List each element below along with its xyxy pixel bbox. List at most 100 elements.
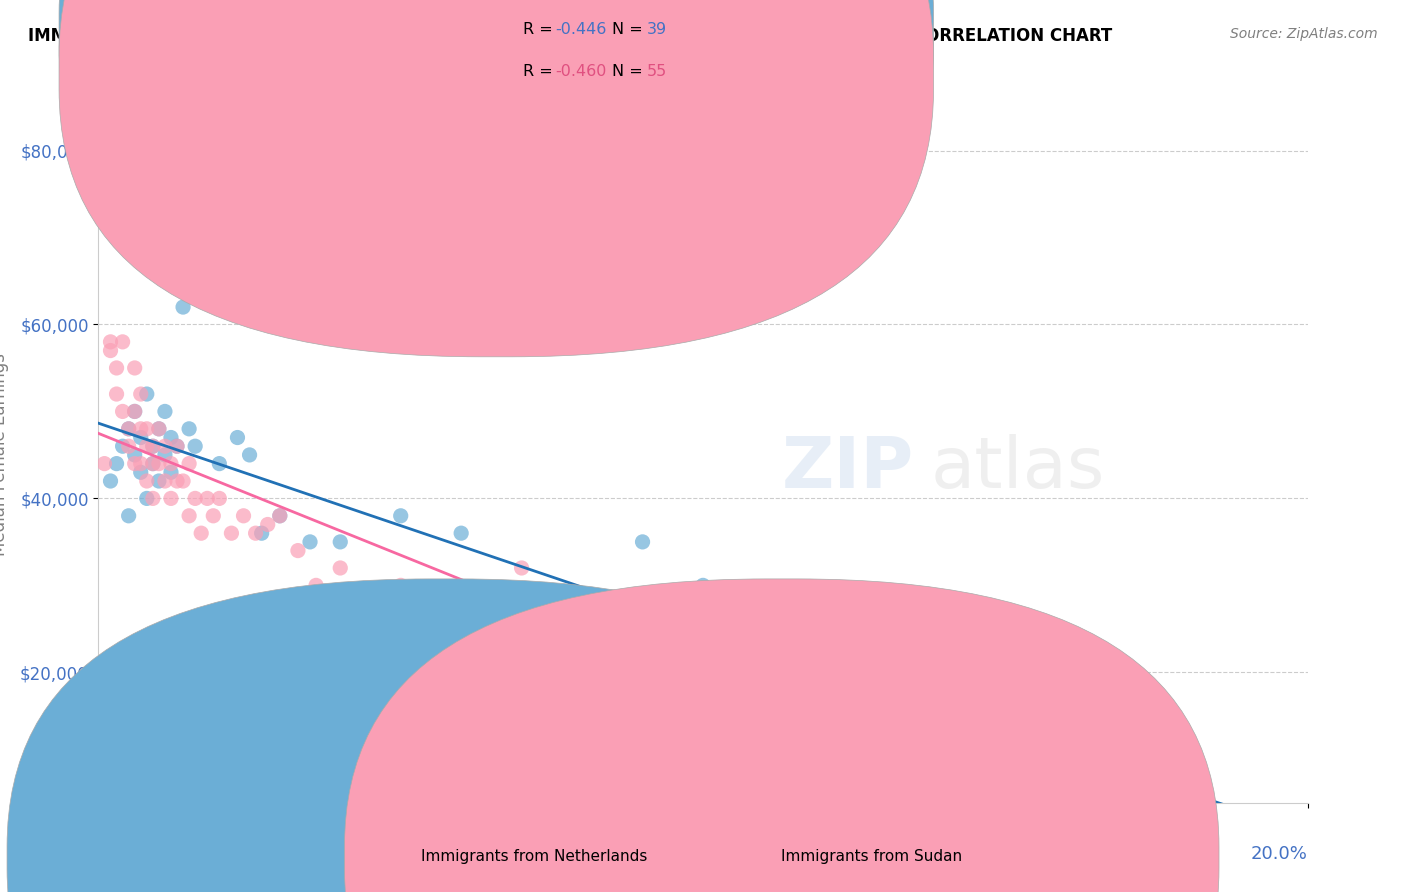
Point bbox=[172, 474, 194, 488]
Text: 0.0%: 0.0% bbox=[98, 845, 143, 863]
Point bbox=[118, 422, 141, 436]
Text: -0.460: -0.460 bbox=[555, 64, 607, 78]
Text: Immigrants from Sudan: Immigrants from Sudan bbox=[782, 849, 962, 863]
Point bbox=[269, 508, 291, 523]
Point bbox=[160, 457, 183, 471]
Point bbox=[135, 474, 157, 488]
Point bbox=[142, 457, 165, 471]
Point bbox=[256, 517, 278, 532]
Point bbox=[148, 474, 170, 488]
Point bbox=[124, 360, 146, 375]
Point bbox=[135, 439, 157, 453]
Point bbox=[153, 474, 176, 488]
Point bbox=[166, 439, 188, 453]
Point bbox=[118, 508, 141, 523]
Text: Source: ZipAtlas.com: Source: ZipAtlas.com bbox=[1230, 27, 1378, 41]
Point bbox=[105, 360, 128, 375]
Point bbox=[208, 491, 231, 506]
Point bbox=[510, 561, 533, 575]
Text: N =: N = bbox=[612, 64, 648, 78]
Point bbox=[93, 457, 115, 471]
Point bbox=[142, 491, 165, 506]
Point bbox=[148, 422, 170, 436]
Point bbox=[124, 448, 146, 462]
Point bbox=[148, 457, 170, 471]
Text: R =: R = bbox=[523, 22, 558, 37]
Point bbox=[287, 543, 309, 558]
Point bbox=[631, 622, 654, 636]
Point bbox=[329, 561, 352, 575]
Point bbox=[153, 448, 176, 462]
Point bbox=[631, 534, 654, 549]
Point bbox=[160, 491, 183, 506]
Point bbox=[105, 387, 128, 401]
Point bbox=[692, 578, 714, 592]
Point bbox=[389, 578, 412, 592]
Point bbox=[269, 508, 291, 523]
Point bbox=[166, 474, 188, 488]
Point bbox=[250, 526, 273, 541]
Point bbox=[135, 491, 157, 506]
Point bbox=[1115, 744, 1137, 758]
Point bbox=[360, 596, 382, 610]
Point bbox=[540, 613, 562, 627]
Text: IMMIGRANTS FROM NETHERLANDS VS IMMIGRANTS FROM SUDAN MEDIAN FEMALE EARNINGS CORR: IMMIGRANTS FROM NETHERLANDS VS IMMIGRANT… bbox=[28, 27, 1112, 45]
Point bbox=[994, 735, 1017, 749]
Point bbox=[450, 526, 472, 541]
Point bbox=[184, 491, 207, 506]
Point bbox=[179, 508, 201, 523]
Point bbox=[142, 439, 165, 453]
Text: 20.0%: 20.0% bbox=[1251, 845, 1308, 863]
Point bbox=[118, 422, 141, 436]
Point bbox=[129, 387, 152, 401]
Text: 39: 39 bbox=[647, 22, 666, 37]
Point bbox=[135, 422, 157, 436]
Point bbox=[129, 466, 152, 480]
Point bbox=[129, 422, 152, 436]
Point bbox=[118, 439, 141, 453]
Point bbox=[160, 430, 183, 444]
Point bbox=[160, 466, 183, 480]
Point bbox=[239, 448, 262, 462]
Point bbox=[221, 526, 243, 541]
Point bbox=[100, 343, 122, 358]
Point bbox=[105, 457, 128, 471]
Point bbox=[148, 422, 170, 436]
Text: -0.446: -0.446 bbox=[555, 22, 607, 37]
Point bbox=[129, 457, 152, 471]
Point bbox=[420, 648, 443, 662]
Point bbox=[124, 404, 146, 418]
Point bbox=[166, 439, 188, 453]
Point bbox=[195, 274, 218, 288]
Point bbox=[179, 457, 201, 471]
Text: N =: N = bbox=[612, 22, 648, 37]
Point bbox=[172, 300, 194, 314]
Point bbox=[100, 334, 122, 349]
Point bbox=[184, 439, 207, 453]
Point bbox=[994, 752, 1017, 766]
Point bbox=[195, 491, 218, 506]
Text: R =: R = bbox=[523, 64, 558, 78]
Point bbox=[389, 508, 412, 523]
Point bbox=[226, 430, 249, 444]
Point bbox=[299, 534, 322, 549]
Point bbox=[111, 404, 134, 418]
Point bbox=[142, 439, 165, 453]
Point bbox=[208, 457, 231, 471]
Point bbox=[202, 508, 225, 523]
Point bbox=[124, 457, 146, 471]
Point bbox=[813, 726, 835, 740]
Point bbox=[142, 457, 165, 471]
Point bbox=[329, 534, 352, 549]
Point bbox=[571, 622, 593, 636]
Text: atlas: atlas bbox=[931, 434, 1105, 503]
Point bbox=[153, 439, 176, 453]
Point bbox=[232, 508, 254, 523]
Point bbox=[111, 334, 134, 349]
Point bbox=[135, 387, 157, 401]
Point bbox=[305, 578, 328, 592]
Point bbox=[129, 430, 152, 444]
Text: 55: 55 bbox=[647, 64, 666, 78]
Point bbox=[245, 526, 267, 541]
Point bbox=[179, 422, 201, 436]
